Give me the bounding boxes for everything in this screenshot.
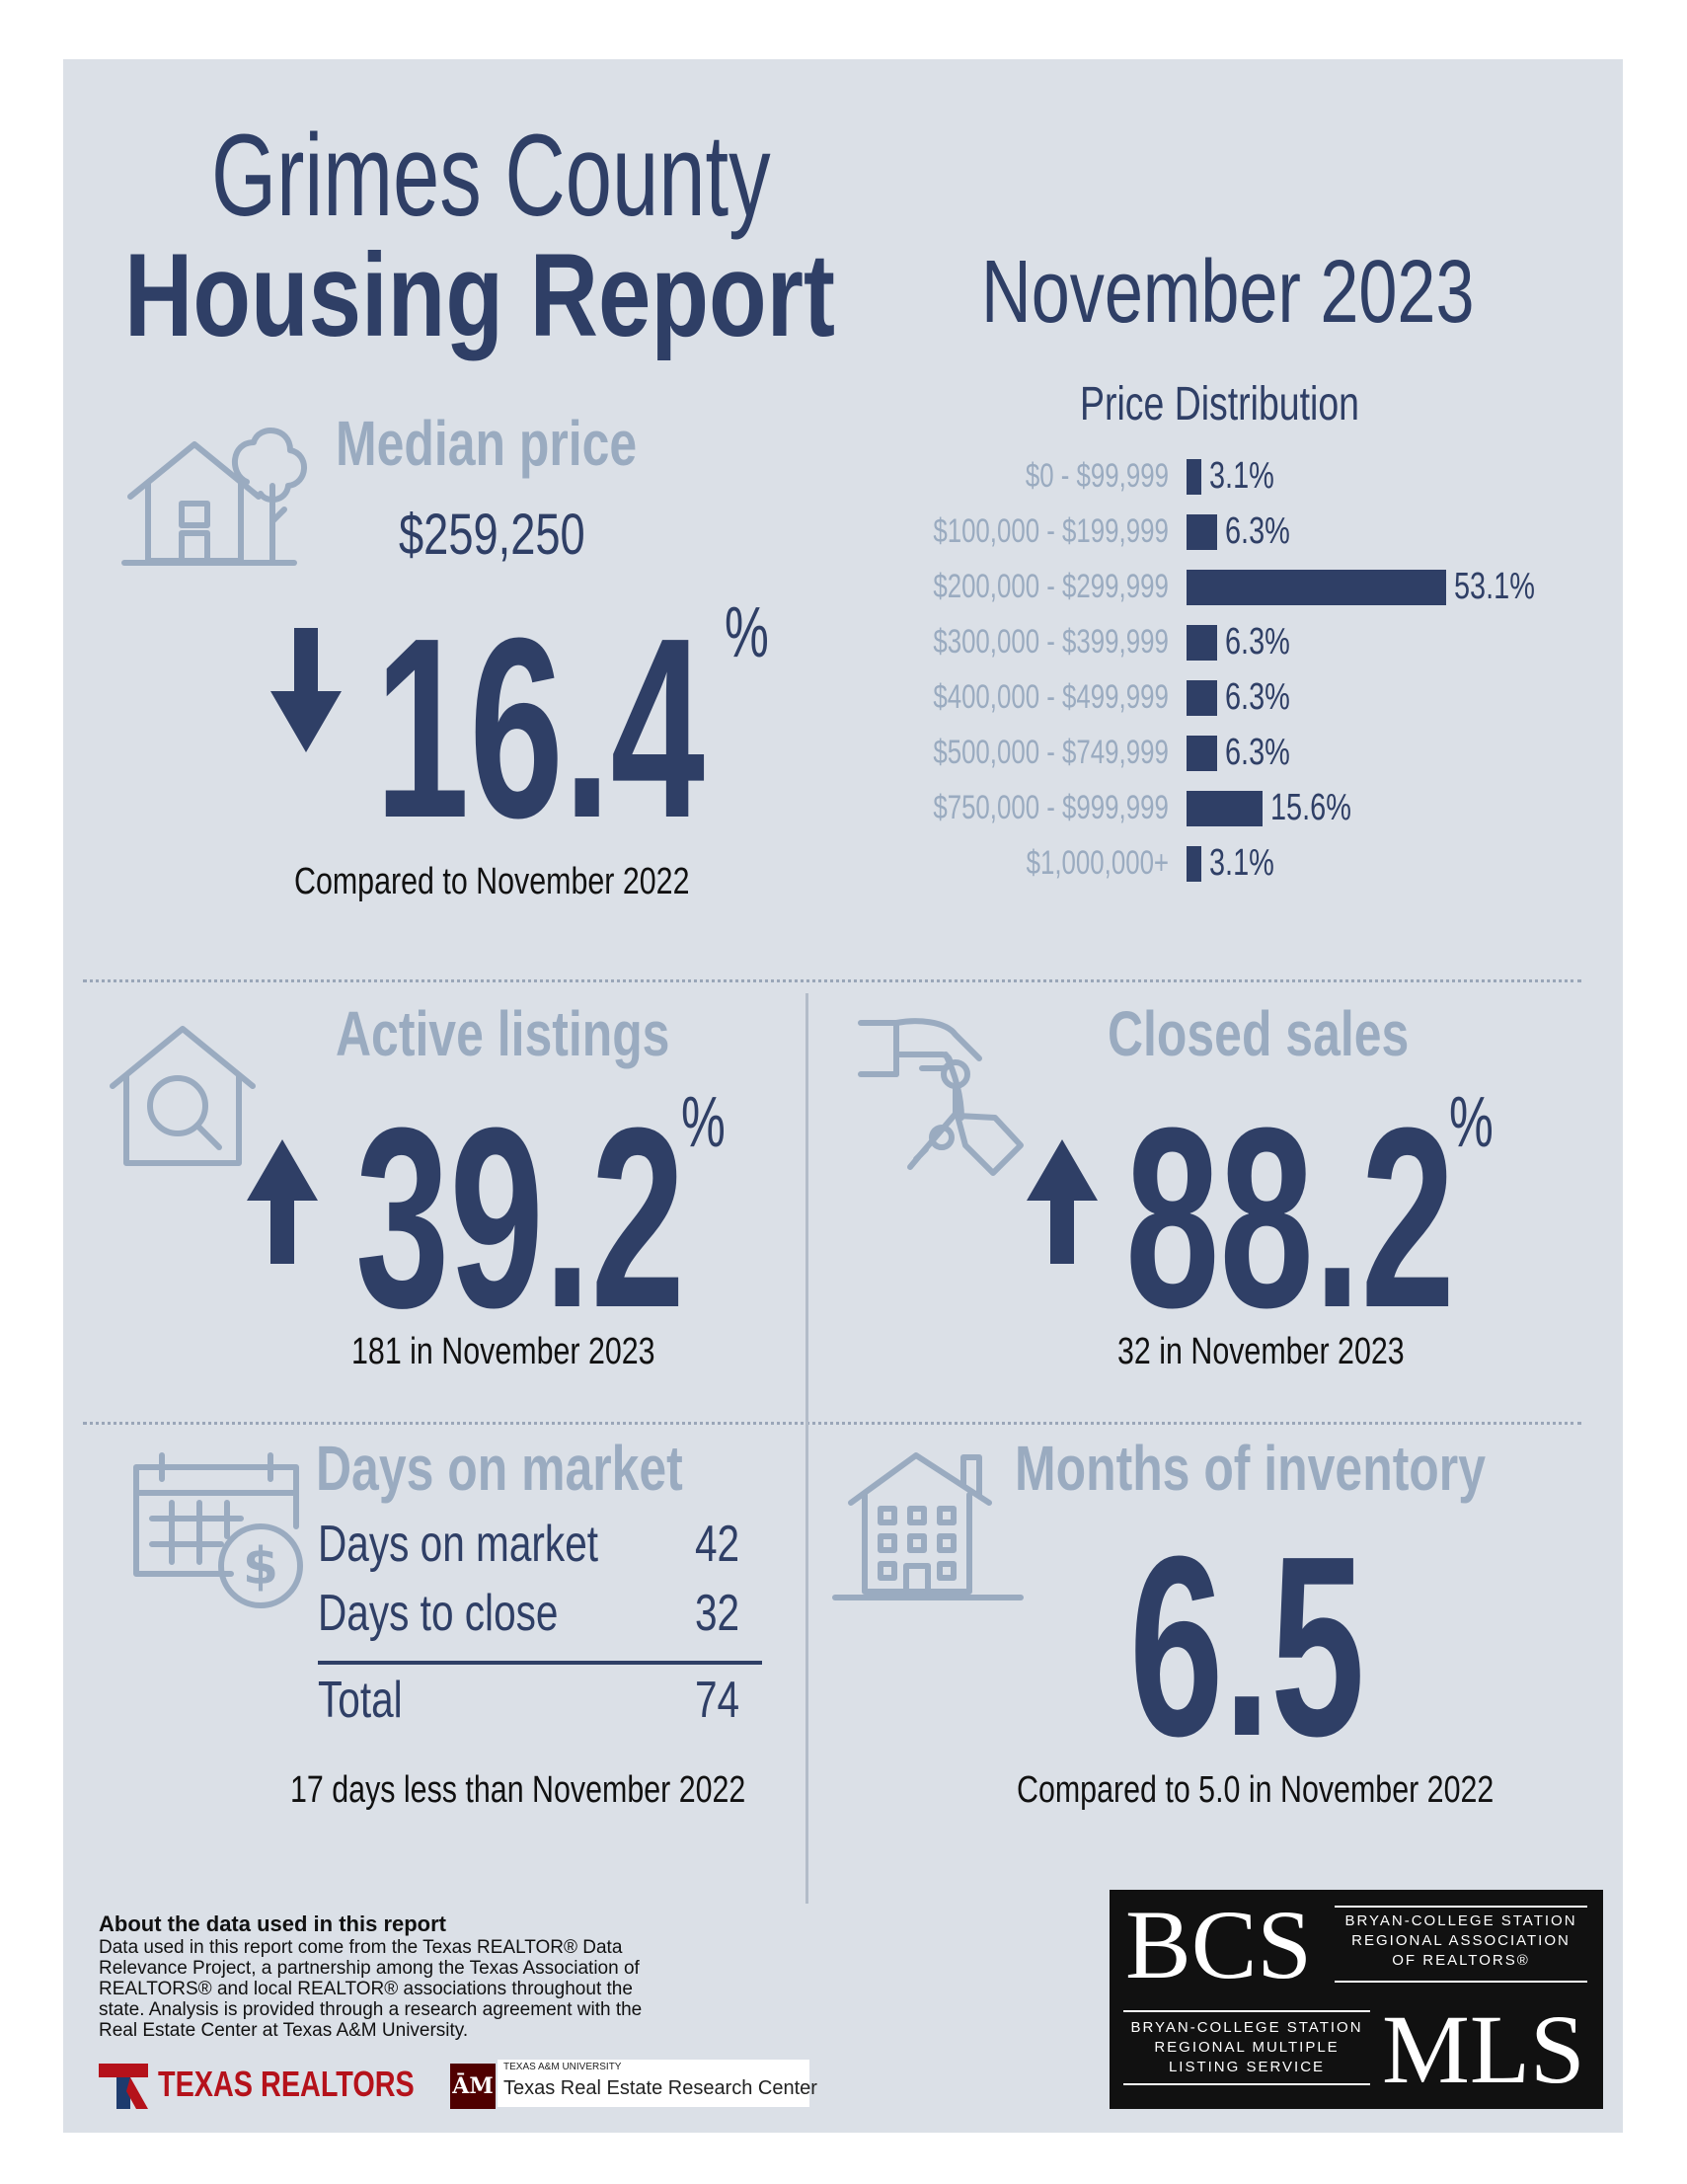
texas-realtors-logo-mark (99, 2064, 148, 2109)
divider-horizontal-1 (83, 979, 1581, 982)
mls-text-line-2: REGIONAL MULTIPLE (1154, 2039, 1340, 2056)
median-price-label: Median price (336, 408, 638, 479)
active-listings-percent-sign: % (681, 1083, 726, 1162)
tamu-logo-box: TEXAS A&M UNIVERSITY Texas Real Estate R… (498, 2060, 817, 2107)
price-bar-value: 6.3% (1225, 510, 1291, 552)
price-range-label: $750,000 - $999,999 (933, 789, 1169, 826)
mls-text-line-1: BRYAN-COLLEGE STATION (1130, 2019, 1363, 2036)
price-bar-value: 6.3% (1225, 676, 1291, 718)
months-inventory-label: Months of inventory (1015, 1433, 1486, 1504)
total-rule (318, 1661, 762, 1665)
mls-rule-bottom (1123, 2083, 1370, 2085)
house-tree-icon (121, 428, 307, 566)
apartment-icon (832, 1452, 1024, 1600)
dom-total-label: Total (318, 1672, 403, 1729)
median-price-percent-sign: % (725, 593, 769, 672)
about-text: Data used in this report come from the T… (99, 1937, 643, 2041)
mls-text-line-3: LISTING SERVICE (1168, 2059, 1326, 2075)
closed-sales-percent-sign: % (1449, 1083, 1494, 1162)
about-heading: About the data used in this report (99, 1911, 447, 1936)
active-listings-label: Active listings (336, 998, 670, 1069)
price-bar-value: 6.3% (1225, 621, 1291, 663)
title-line2: Housing Report (124, 229, 835, 361)
price-bar-value: 53.1% (1453, 566, 1535, 607)
dom-row-value-2: 32 (695, 1585, 740, 1642)
tamu-center-text: Texas Real Estate Research Center (503, 2077, 817, 2099)
months-inventory-caption: Compared to 5.0 in November 2022 (1017, 1769, 1495, 1811)
calendar-dollar-icon: $ (133, 1452, 303, 1608)
bcs-text-line-1: BRYAN-COLLEGE STATION (1344, 1912, 1577, 1929)
price-distribution-chart: $0 - $99,999 3.1% $100,000 - $199,999 6.3% $… (586, 455, 1573, 903)
dom-total-value: 74 (695, 1672, 740, 1729)
price-bar-value: 3.1% (1209, 842, 1275, 884)
report-month: November 2023 (981, 243, 1475, 342)
bcs-text-line-2: REGIONAL ASSOCIATION (1351, 1932, 1571, 1949)
price-bar-value: 15.6% (1270, 787, 1352, 828)
dom-row-label-1: Days on market (318, 1516, 599, 1573)
price-bar-value: 6.3% (1225, 732, 1291, 773)
months-inventory-value: 6.5 (1129, 1504, 1365, 1790)
price-distribution-title: Price Distribution (1080, 378, 1359, 430)
price-bar (1187, 459, 1202, 495)
price-range-label: $300,000 - $399,999 (933, 623, 1169, 661)
arrow-up-icon (1027, 1139, 1098, 1264)
price-range-label: $1,000,000+ (1026, 844, 1169, 882)
tamu-small-text: TEXAS A&M UNIVERSITY (503, 2062, 622, 2072)
price-bar-value: 3.1% (1209, 455, 1275, 497)
mls-rule-top (1123, 2010, 1370, 2012)
arrow-up-icon (247, 1139, 318, 1264)
report-panel: Grimes County Housing Report November 20… (63, 59, 1623, 2133)
days-on-market-caption: 17 days less than November 2022 (290, 1769, 746, 1811)
closed-sales-label: Closed sales (1108, 998, 1410, 1069)
mls-service-text: BRYAN-COLLEGE STATION REGIONAL MULTIPLE … (1123, 2018, 1370, 2077)
mls-wordmark: MLS (1382, 1994, 1585, 2104)
bcs-rule-mid (1335, 1981, 1587, 1983)
median-price-change: 16.4 (375, 585, 705, 872)
closed-sales-caption: 32 in November 2023 (1117, 1331, 1405, 1372)
svg-text:$: $ (243, 1537, 278, 1597)
hand-keys-icon (858, 1018, 1024, 1176)
days-on-market-label: Days on market (316, 1433, 683, 1504)
price-range-label: $100,000 - $199,999 (933, 512, 1169, 550)
price-bar (1187, 680, 1218, 716)
active-listings-caption: 181 in November 2023 (351, 1331, 655, 1372)
price-range-label: $0 - $99,999 (1025, 457, 1169, 495)
dom-row-value-1: 42 (695, 1516, 740, 1573)
bcs-wordmark: BCS (1125, 1890, 1313, 1999)
dom-row-label-2: Days to close (318, 1585, 559, 1642)
bcs-association-text: BRYAN-COLLEGE STATION REGIONAL ASSOCIATI… (1335, 1911, 1587, 1971)
price-bar (1187, 791, 1264, 826)
price-range-label: $400,000 - $499,999 (933, 678, 1169, 716)
bcs-mls-logo: BCS BRYAN-COLLEGE STATION REGIONAL ASSOC… (1110, 1890, 1603, 2109)
price-range-label: $200,000 - $299,999 (933, 568, 1169, 605)
house-search-icon (110, 1026, 256, 1166)
active-listings-change: 39.2 (355, 1075, 685, 1362)
median-price-value: $259,250 (399, 503, 585, 567)
bcs-text-line-3: OF REALTORS® (1392, 1952, 1530, 1969)
tamu-logo-icon: ĀM (450, 2064, 496, 2109)
arrow-down-icon (270, 628, 342, 752)
title-line1: Grimes County (211, 111, 771, 241)
divider-horizontal-2 (83, 1422, 1581, 1425)
median-price-caption: Compared to November 2022 (294, 861, 690, 902)
price-bar (1187, 514, 1218, 550)
price-bar (1187, 846, 1202, 882)
closed-sales-change: 88.2 (1125, 1075, 1455, 1362)
bcs-rule-top (1335, 1906, 1587, 1908)
price-bar (1187, 570, 1446, 605)
price-range-label: $500,000 - $749,999 (933, 734, 1169, 771)
price-bar (1187, 625, 1218, 661)
price-bar (1187, 736, 1218, 771)
texas-realtors-wordmark: TEXAS REALTORS (158, 2064, 415, 2104)
divider-vertical (805, 993, 808, 1904)
